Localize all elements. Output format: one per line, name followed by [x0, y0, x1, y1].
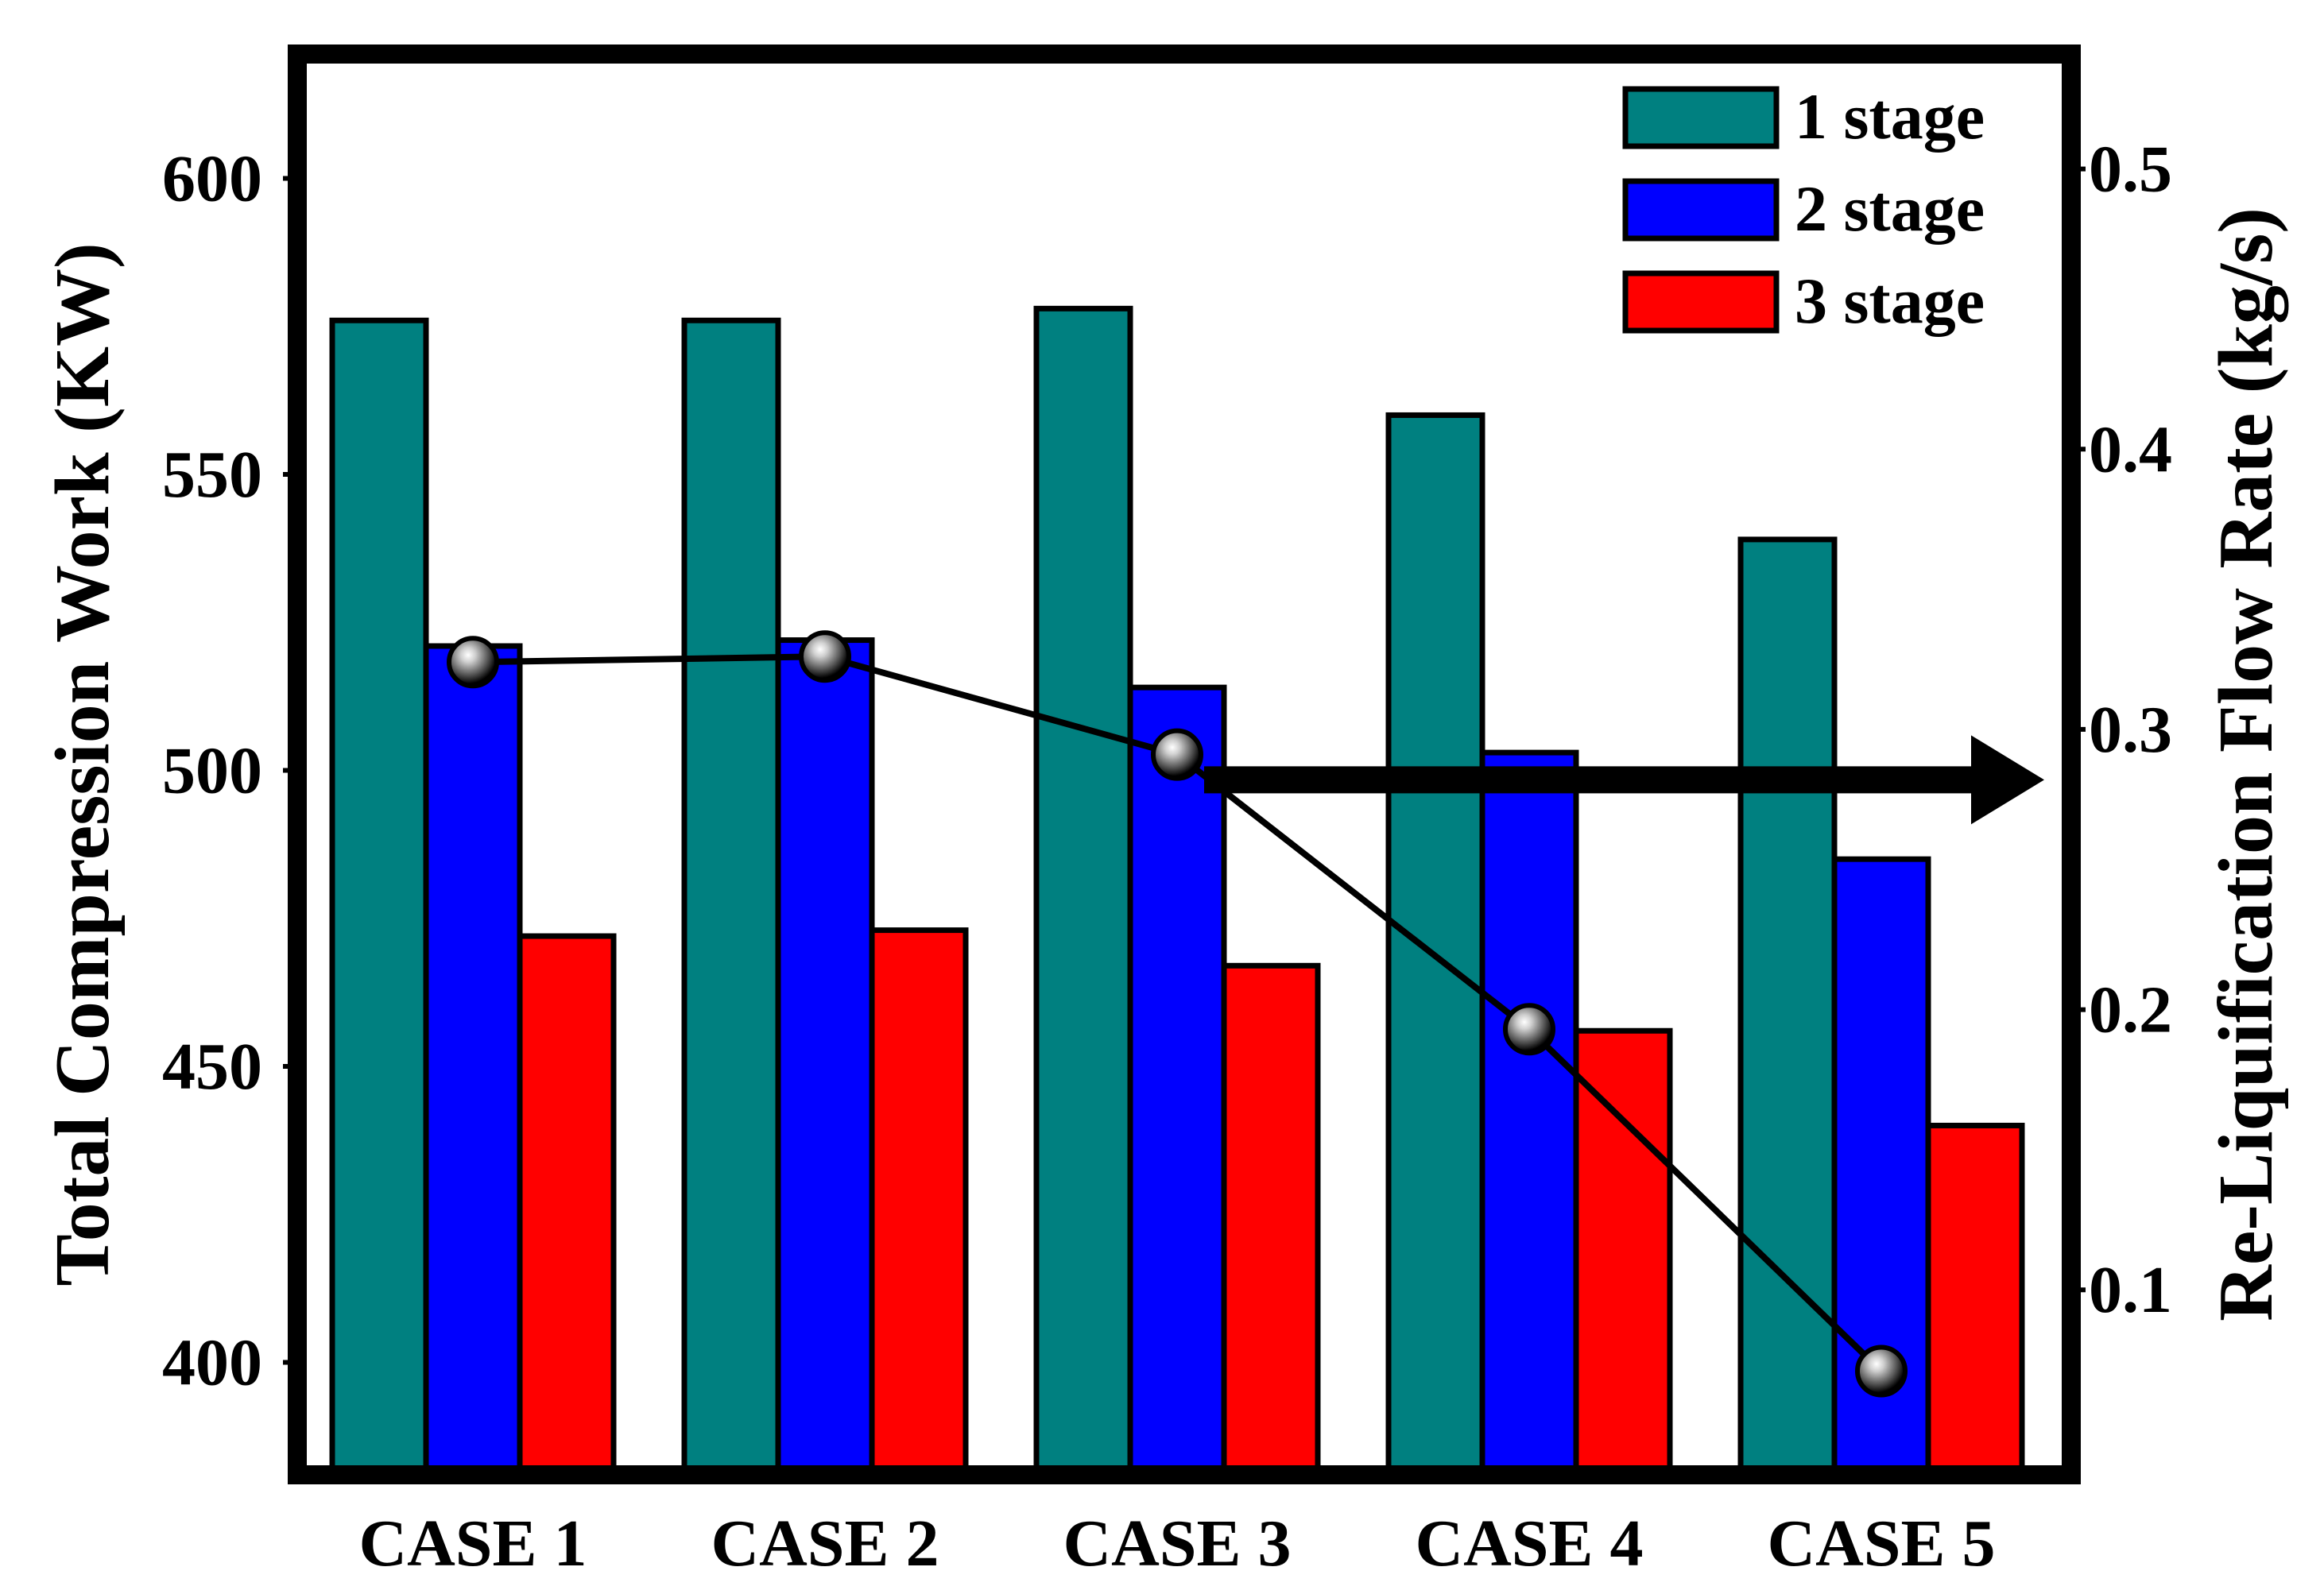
bar-3-stage-case-4	[1573, 1027, 1673, 1478]
flow-rate-point-case-1	[447, 636, 499, 689]
plot-frame	[288, 44, 2081, 1484]
legend-label-1-stage: 1 stage	[1795, 80, 1985, 153]
flow-rate-point-case-3	[1151, 728, 1203, 781]
y-tick-label-550: 550	[162, 438, 262, 512]
y-tick-label-500: 500	[162, 733, 262, 807]
bars-layer	[329, 305, 2025, 1478]
y-tick-label-400: 400	[162, 1325, 262, 1399]
flow-rate-point-case-2	[799, 630, 851, 683]
bar-3-stage-case-2	[869, 927, 969, 1478]
bar-3-stage-case-1	[517, 933, 617, 1478]
y2-tick-label-0-4: 0.4	[2089, 412, 2172, 486]
bar-1-stage-case-1	[329, 317, 429, 1478]
bar-1-stage-case-3	[1033, 305, 1133, 1478]
x-tick-label-case-1: CASE 1	[358, 1507, 587, 1580]
y2-tick-label-0-5: 0.5	[2089, 133, 2172, 207]
y-axis-title: Total Compression Work (KW)	[40, 242, 126, 1286]
bar-2-stage-case-2	[775, 637, 875, 1478]
y-tick-label-600: 600	[162, 141, 262, 215]
y2-tick-label-0-1: 0.1	[2089, 1253, 2172, 1327]
legend: 1 stage 2 stage 3 stage	[1622, 80, 1985, 337]
x-tick-label-case-5: CASE 5	[1767, 1507, 1995, 1580]
arrow-head	[1971, 735, 2044, 825]
x-tick-label-case-3: CASE 3	[1063, 1507, 1291, 1580]
bar-1-stage-case-5	[1737, 536, 1838, 1478]
flow-rate-point-case-4	[1503, 1003, 1555, 1056]
bar-3-stage-case-3	[1221, 962, 1321, 1478]
y2-tick-label-0-2: 0.2	[2089, 973, 2172, 1047]
flow-rate-line-layer	[447, 630, 1908, 1398]
legend-swatch-1-stage	[1622, 86, 1780, 149]
left-axis-ticks: 400 450 500 550 600	[162, 141, 297, 1399]
flow-rate-point-case-5	[1855, 1344, 1908, 1398]
x-axis-ticks: CASE 1 CASE 2 CASE 3 CASE 4 CASE 5	[358, 1507, 1995, 1580]
bar-2-stage-case-4	[1479, 749, 1579, 1478]
bar-3-stage-case-5	[1925, 1122, 2025, 1478]
y2-axis-title: Re-Liquification Flow Rate (kg/s)	[2203, 207, 2289, 1321]
x-tick-label-case-4: CASE 4	[1415, 1507, 1643, 1580]
bar-2-stage-case-1	[423, 643, 523, 1478]
legend-label-3-stage: 3 stage	[1795, 265, 1985, 337]
bar-1-stage-case-4	[1385, 412, 1485, 1478]
y2-tick-label-0-3: 0.3	[2089, 693, 2172, 767]
right-axis-ticks: 0.1 0.2 0.3 0.4 0.5	[2071, 133, 2172, 1327]
x-tick-label-case-2: CASE 2	[711, 1507, 939, 1580]
y-tick-label-450: 450	[162, 1030, 262, 1104]
legend-swatch-2-stage	[1622, 178, 1780, 242]
legend-label-2-stage: 2 stage	[1795, 172, 1985, 245]
arrow-annotation-layer	[1204, 735, 2044, 825]
bar-2-stage-case-3	[1127, 684, 1227, 1478]
legend-swatch-3-stage	[1622, 270, 1780, 334]
bar-1-stage-case-2	[681, 317, 781, 1478]
